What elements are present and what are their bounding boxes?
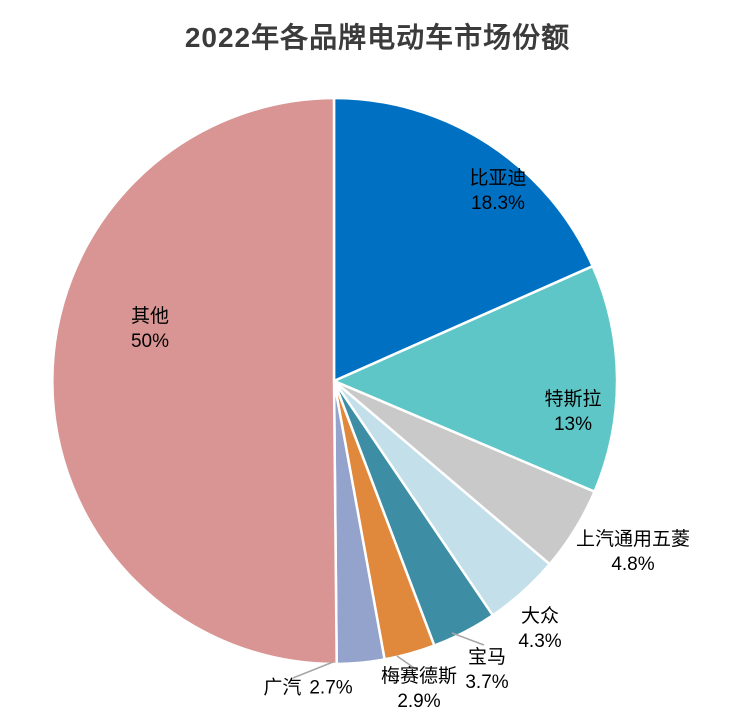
- pie-slice-1: [332, 264, 619, 493]
- slice-name: 比亚迪: [469, 168, 527, 189]
- slice-label-wuling: 上汽通用五菱 4.8%: [576, 527, 690, 577]
- slice-value: 50%: [130, 331, 170, 352]
- slice-label-mercedes: 梅赛德斯 2.9%: [381, 664, 457, 714]
- slice-value: 18.3%: [471, 193, 525, 214]
- slice-name: 大众: [520, 606, 559, 627]
- slice-label-tesla: 特斯拉 13%: [544, 387, 601, 437]
- slice-name: 宝马: [467, 647, 506, 668]
- slice-name: 上汽通用五菱: [575, 529, 691, 550]
- slice-label-others: 其他 50%: [131, 304, 169, 354]
- leader-line-gac: [292, 661, 334, 679]
- slice-label-byd: 比亚迪 18.3%: [469, 166, 526, 216]
- slice-value: 2.7%: [309, 677, 353, 699]
- slice-label-vw: 大众 4.3%: [518, 604, 561, 654]
- slice-value: 2.9%: [397, 691, 441, 712]
- slice-value: 3.7%: [465, 672, 509, 693]
- slice-name: 特斯拉: [544, 389, 602, 410]
- leader-line-bmw: [451, 632, 485, 646]
- slice-label-bmw: 宝马 3.7%: [465, 645, 508, 695]
- slice-name: 广汽: [263, 677, 302, 699]
- chart-title: 2022年各品牌电动车市场份额: [184, 22, 571, 53]
- pie-slice-0: [332, 96, 594, 383]
- slice-value: 4.3%: [518, 631, 562, 652]
- leader-line-mercedes: [396, 655, 418, 671]
- slice-value: 4.8%: [611, 554, 655, 575]
- slice-name: 梅赛德斯: [380, 666, 458, 687]
- pie-slice-7: [51, 96, 338, 666]
- slice-value: 13%: [553, 414, 593, 435]
- slice-label-gac: 广汽 2.7%: [263, 676, 352, 701]
- slice-name: 其他: [130, 306, 169, 327]
